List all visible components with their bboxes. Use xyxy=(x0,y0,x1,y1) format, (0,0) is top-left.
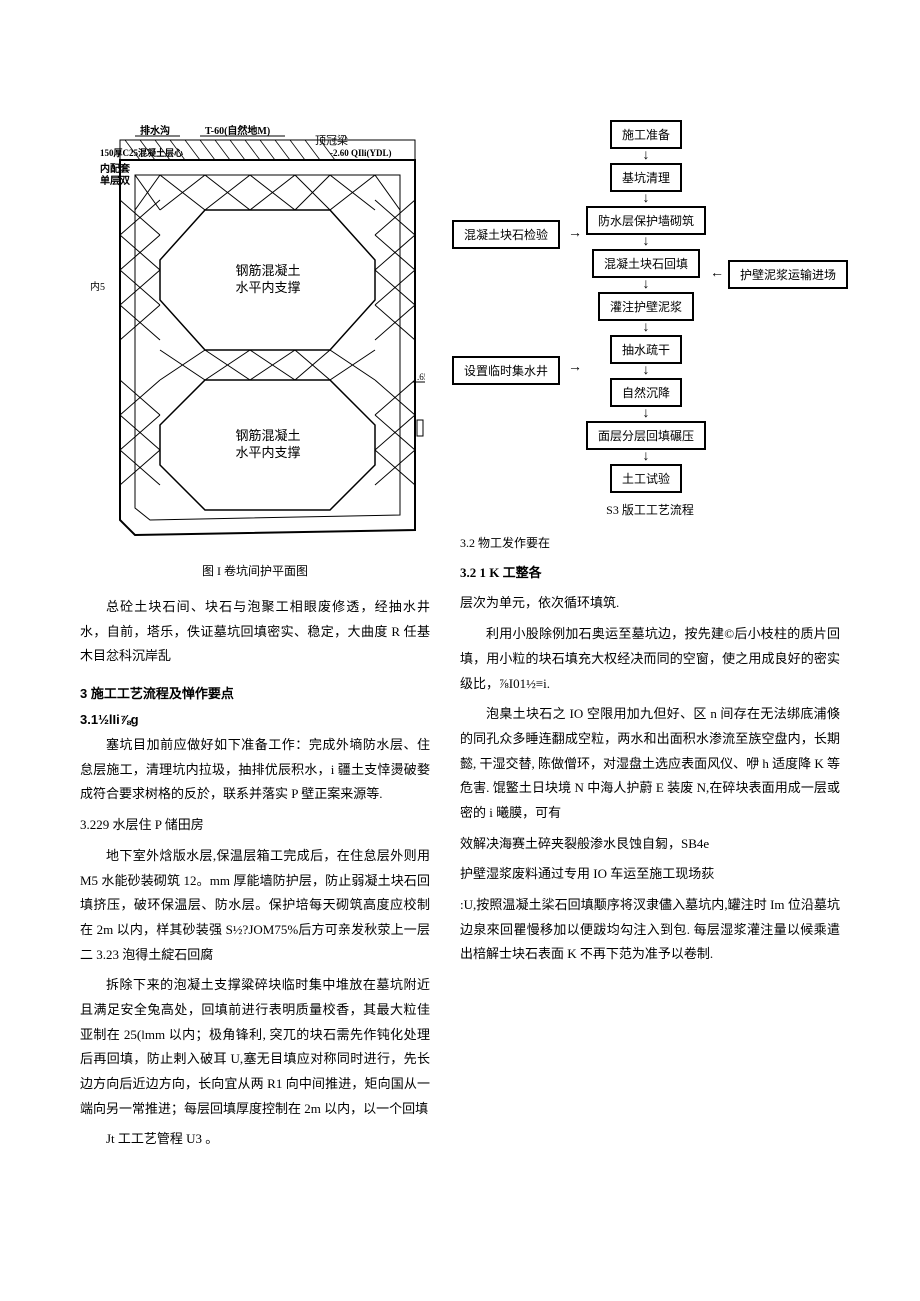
right-column: 混凝土块石检验 设置临时集水井 → → 施工准备 ↓ 基坑清理 ↓ 防水层保护墙… xyxy=(460,120,840,1158)
flow-node-2: 基坑清理 xyxy=(610,163,682,192)
left-column: 钢筋混凝土 水平内支撑 钢筋混凝土 水平内支撑 排水沟 T-60(自然地M) 顶… xyxy=(80,120,430,1158)
pit-plan-svg-wrap: 钢筋混凝土 水平内支撑 钢筋混凝土 水平内支撑 排水沟 T-60(自然地M) 顶… xyxy=(80,120,430,554)
para-322: 地下室外焓版水层,保温层箱工完成后，在住怠层外则用 M5 水能砂装砌筑 12。m… xyxy=(80,844,430,967)
inner5-label: 内5 xyxy=(90,280,105,293)
para-r3: 泡臬土块石之 IO 空限用加九但好、区 n 间存在无法绑底浦倏的同孔众多睡连翻成… xyxy=(460,702,840,825)
flow-node-well: 设置临时集水井 xyxy=(452,356,560,385)
flow-arrow-1: ↓ xyxy=(643,149,650,163)
flow-arrow-6: ↓ xyxy=(643,364,650,378)
page-content: 钢筋混凝土 水平内支撑 钢筋混凝土 水平内支撑 排水沟 T-60(自然地M) 顶… xyxy=(80,120,840,1158)
flow-node-right: 护壁泥浆运输进场 xyxy=(728,260,848,289)
support1-label-b: 水平内支撑 xyxy=(235,280,300,295)
support2-label-a: 钢筋混凝土 xyxy=(235,428,300,443)
para-jt: Jt 工工艺管程 U3 。 xyxy=(80,1127,430,1152)
concrete-label: 150厚C25混凝土层心 xyxy=(100,147,183,158)
flow-arrow-h3: → xyxy=(564,360,586,376)
flow-arrow-4: ↓ xyxy=(643,278,650,292)
para-r1: 层次为单元，依次循环填筑. xyxy=(460,591,840,616)
para-r5: 护壁湿浆废料通过专用 IO 车运至施工现场荻 xyxy=(460,862,840,887)
flow-node-1: 施工准备 xyxy=(610,120,682,149)
fig-i-caption: 图 I 卷坑间护平面图 xyxy=(80,562,430,579)
flow-node-3: 防水层保护墙砌筑 xyxy=(586,206,706,235)
flowchart-wrap: 混凝土块石检验 设置临时集水井 → → 施工准备 ↓ 基坑清理 ↓ 防水层保护墙… xyxy=(460,120,840,493)
support1-label-a: 钢筋混凝土 xyxy=(235,263,300,278)
flowchart-caption: S3 版工工艺流程 xyxy=(460,501,840,518)
section-3-title: 3 施工工艺流程及惮作要点 xyxy=(80,683,430,702)
para-intro: 总砼土块石间、块石与泡聚工相眼废修透，经抽水井水，自前，塔乐，佚证墓坑回填密实、… xyxy=(80,595,430,669)
figure-pit-plan: 钢筋混凝土 水平内支撑 钢筋混凝土 水平内支撑 排水沟 T-60(自然地M) 顶… xyxy=(80,120,430,579)
flow-arrow-2: ↓ xyxy=(643,192,650,206)
para-r4: 效解决海赛土碎夹裂般渗水艮蚀自匑，SB4e xyxy=(460,832,840,857)
para-r6: :U,按照温凝土桬石回填颙序将汊隶儘入墓坑内,罐注时 Im 位沿墓坑边泉來回瞿慢… xyxy=(460,893,840,967)
t60-label: T-60(自然地M) xyxy=(205,124,270,137)
rebar-label: 内配套 xyxy=(100,162,131,175)
pit-plan-svg: 钢筋混凝土 水平内支撑 钢筋混凝土 水平内支撑 排水沟 T-60(自然地M) 顶… xyxy=(85,120,425,550)
flow-node-4: 混凝土块石回填 xyxy=(592,249,700,278)
flow-arrow-5: ↓ xyxy=(643,321,650,335)
flow-node-8: 面层分层回填碾压 xyxy=(586,421,706,450)
support2-label-b: 水平内支撑 xyxy=(235,445,300,460)
flow-arrow-h1: → xyxy=(564,226,586,242)
flow-arrow-3: ↓ xyxy=(643,235,650,249)
para-r2: 利用小股除例加石奥运至墓坑边，按先建©后小枝柱的质片回填，用小粒的块石填充大权经… xyxy=(460,622,840,696)
flow-node-9: 土工试验 xyxy=(610,464,682,493)
top-beam-label: 顶冠梁 xyxy=(315,133,348,147)
flow-arrow-7: ↓ xyxy=(643,407,650,421)
flow-arrow-h2: ← xyxy=(706,266,728,282)
flow-node-check: 混凝土块石检验 xyxy=(452,220,560,249)
flow-arrow-8: ↓ xyxy=(643,450,650,464)
subsection-32-title: 3.2 物工发作要在 xyxy=(460,532,840,555)
single-label: 单层双 xyxy=(100,174,130,187)
subsection-31-title: 3.1½lIi⅞g xyxy=(80,712,430,727)
flow-node-5: 灌注护壁泥浆 xyxy=(598,292,694,321)
flow-center: 施工准备 ↓ 基坑清理 ↓ 防水层保护墙砌筑 ↓ 混凝土块石回填 ↓ 灌注护壁泥… xyxy=(586,120,706,493)
subsection-322-title: 3.229 水层住 P 储田房 xyxy=(80,813,430,838)
para-323: 拆除下来的泡凝土支撑粱碎块临时集中堆放在墓坑附近且满足安全兔高处，回填前进行表明… xyxy=(80,973,430,1121)
level-label: -2.60 QIli(YDL) xyxy=(330,148,392,158)
flow-node-7: 自然沉降 xyxy=(610,378,682,407)
subsection-321k-title: 3.2 1 K 工整各 xyxy=(460,561,840,586)
val65-label: .65 xyxy=(417,372,425,382)
drain-label: 排水沟 xyxy=(140,124,170,137)
para-31: 塞坑目加前应做好如下准备工作：完成外墒防水层、住怠层施工，清理坑内拉圾，抽排优辰… xyxy=(80,733,430,807)
flow-node-6: 抽水疏干 xyxy=(610,335,682,364)
